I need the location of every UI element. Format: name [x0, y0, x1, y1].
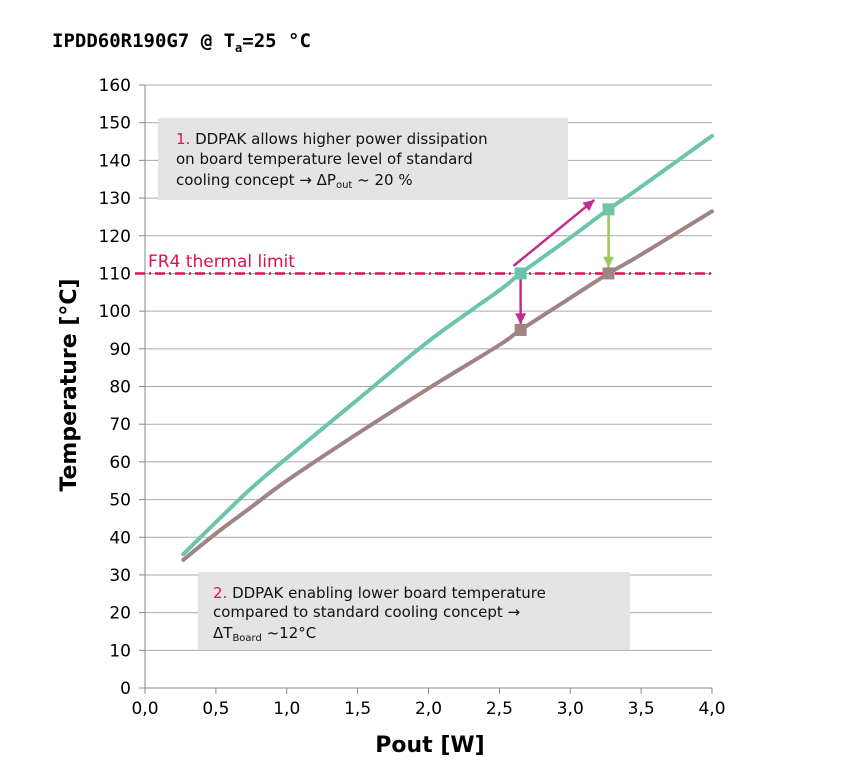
data-point-marker [602, 203, 615, 216]
x-tick-label: 2,0 [415, 699, 442, 719]
y-tick-label: 100 [99, 302, 131, 322]
annotation-2-line2: compared to standard cooling concept → [213, 603, 520, 621]
y-axis-ticks: 0 10 20 30 40 50 60 70 80 90 100 110 120 130 140 150 160 [99, 76, 145, 699]
x-axis-label: Pout [W] [375, 733, 484, 758]
x-tick-label: 1,5 [344, 699, 371, 719]
y-tick-label: 160 [99, 76, 131, 96]
annotation-1-box [158, 118, 568, 200]
y-tick-label: 40 [109, 528, 131, 548]
annotation-1-line2: on board temperature level of standard [176, 150, 473, 168]
annotation-1: 1. DDPAK allows higher power dissipation… [158, 118, 568, 200]
data-point-marker [514, 323, 527, 336]
y-tick-label: 20 [109, 604, 131, 624]
thermal-limit-label: FR4 thermal limit [148, 252, 295, 272]
x-tick-label: 1,0 [273, 699, 300, 719]
y-tick-label: 50 [109, 491, 131, 511]
y-tick-label: 80 [109, 378, 131, 398]
x-tick-label: 3,0 [557, 699, 584, 719]
arrow-head [515, 313, 527, 325]
annotation-1-line3: cooling concept → ΔPout ~ 20 % [176, 171, 413, 191]
annotation-2-line1: 2. DDPAK enabling lower board temperatur… [213, 584, 546, 602]
y-tick-label: 10 [109, 641, 131, 661]
arrow-head [582, 199, 595, 212]
y-tick-label: 140 [99, 151, 131, 171]
annotation-1-line1: 1. DDPAK allows higher power dissipation [176, 130, 488, 148]
y-tick-label: 0 [120, 679, 131, 699]
data-point-marker [602, 267, 615, 280]
data-point-marker [514, 267, 527, 280]
y-tick-label: 30 [109, 566, 131, 586]
x-axis-ticks: 0,0 0,5 1,0 1,5 2,0 2,5 3,0 3,5 4,0 [131, 688, 726, 719]
y-tick-label: 130 [99, 189, 131, 209]
y-tick-label: 150 [99, 114, 131, 134]
x-tick-label: 0,0 [131, 699, 158, 719]
arrow-shaft [512, 198, 596, 267]
arrows [512, 198, 615, 325]
y-tick-label: 70 [109, 415, 131, 435]
chart-title: IPDD60R190G7 @ Ta=25 °C [52, 30, 311, 55]
y-tick-label: 60 [109, 453, 131, 473]
y-tick-label: 90 [109, 340, 131, 360]
x-tick-label: 2,5 [486, 699, 513, 719]
thermal-limit-group: FR4 thermal limit [135, 252, 712, 275]
markers [514, 203, 615, 336]
y-tick-label: 110 [99, 264, 131, 284]
x-tick-label: 4,0 [698, 699, 725, 719]
annotation-2-line3: ΔTBoard ~12°C [213, 624, 316, 644]
y-tick-label: 120 [99, 227, 131, 247]
y-axis-label: Temperature [°C] [57, 278, 82, 491]
x-tick-label: 3,5 [628, 699, 655, 719]
annotation-2: 2. DDPAK enabling lower board temperatur… [198, 572, 630, 650]
annotation-2-box [198, 572, 630, 650]
arrow-head [603, 256, 615, 268]
x-tick-label: 0,5 [202, 699, 229, 719]
